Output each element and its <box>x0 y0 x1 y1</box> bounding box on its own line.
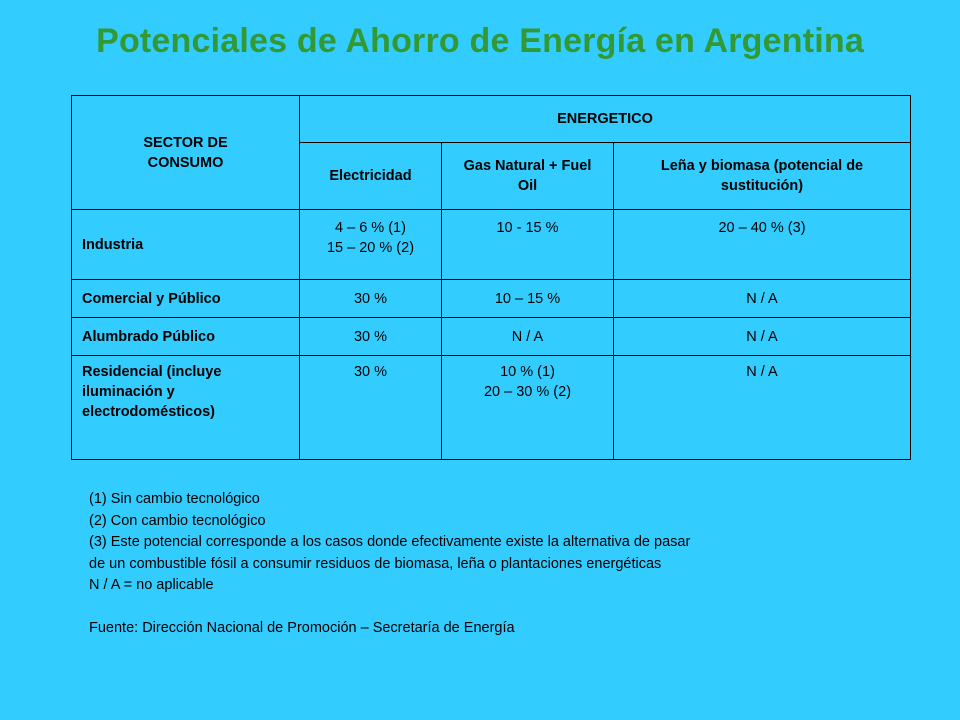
cell-gas: 10 – 15 % <box>441 279 614 318</box>
cell-gas: 10 - 15 % <box>441 209 614 280</box>
row-sector: Alumbrado Público <box>71 317 300 356</box>
cell-lena: N / A <box>613 317 911 356</box>
cell-lena: N / A <box>613 279 911 318</box>
sector-header: SECTOR DE CONSUMO <box>71 95 300 210</box>
footnote: (1) Sin cambio tecnológico <box>89 491 260 507</box>
column-header-lena: Leña y biomasa (potencial de sustitución… <box>613 142 911 210</box>
row-sector: Comercial y Público <box>71 279 300 318</box>
cell-electricidad: 4 – 6 % (1) 15 – 20 % (2) <box>299 209 442 280</box>
column-header-electricidad: Electricidad <box>299 142 442 210</box>
footnotes: (1) Sin cambio tecnológico (2) Con cambi… <box>89 489 690 640</box>
energy-savings-table: SECTOR DE CONSUMO ENERGETICO Electricida… <box>71 95 911 460</box>
cell-lena: N / A <box>613 355 911 460</box>
row-sector: Industria <box>71 209 300 280</box>
cell-electricidad: 30 % <box>299 317 442 356</box>
cell-electricidad: 30 % <box>299 355 442 460</box>
column-header-gas: Gas Natural + Fuel Oil <box>441 142 614 210</box>
footnote: de un combustible fósil a consumir resid… <box>89 555 662 572</box>
table-row: Alumbrado Público 30 % N / A N / A <box>71 317 911 356</box>
page-title: Potenciales de Ahorro de Energía en Arge… <box>96 22 864 60</box>
table-row: Residencial (incluye iluminación y elect… <box>71 355 911 460</box>
cell-gas: N / A <box>441 317 614 356</box>
footnote: (3) Este potencial corresponde a los cas… <box>89 534 691 551</box>
energetico-header: ENERGETICO <box>299 95 911 143</box>
table-row: Industria 4 – 6 % (1) 15 – 20 % (2) 10 -… <box>71 209 911 280</box>
source-note: Fuente: Dirección Nacional de Promoción … <box>89 619 515 636</box>
cell-electricidad: 30 % <box>299 279 442 318</box>
footnote: N / A = no aplicable <box>89 577 214 594</box>
cell-gas: 10 % (1) 20 – 30 % (2) <box>441 355 614 460</box>
cell-lena: 20 – 40 % (3) <box>613 209 911 280</box>
row-sector: Residencial (incluye iluminación y elect… <box>71 355 300 460</box>
footnote: (2) Con cambio tecnológico <box>89 512 266 529</box>
table-row: Comercial y Público 30 % 10 – 15 % N / A <box>71 279 911 318</box>
